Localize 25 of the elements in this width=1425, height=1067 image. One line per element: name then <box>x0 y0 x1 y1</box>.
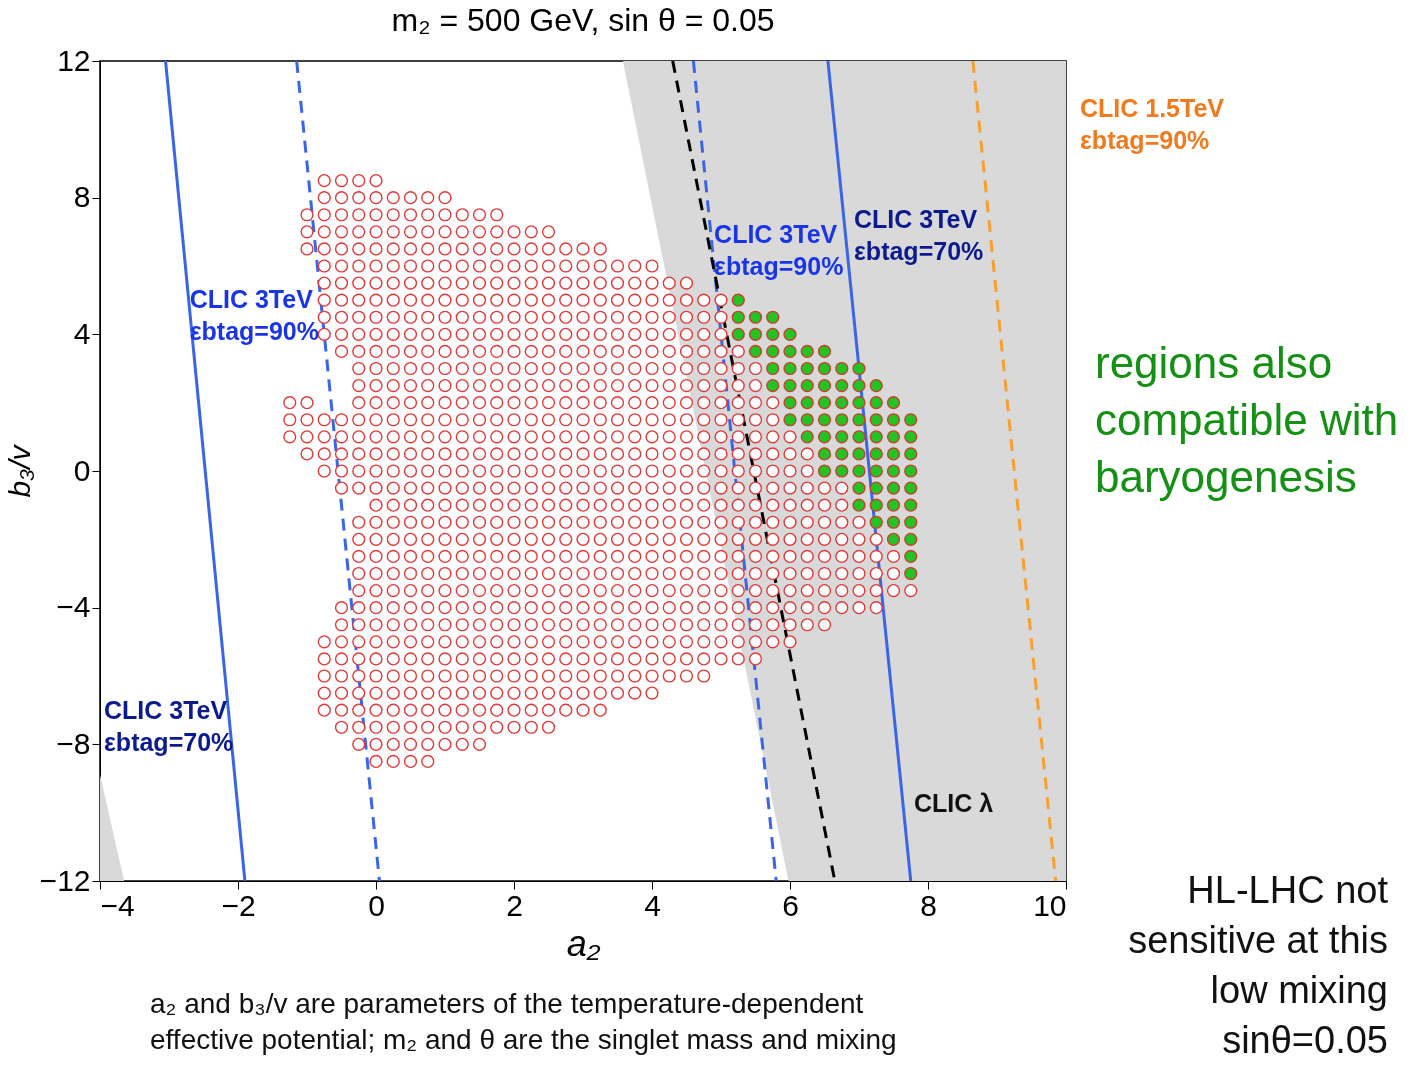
x-tick-label: 6 <box>782 888 799 922</box>
annotation: CLIC λ <box>914 789 994 817</box>
x-tick-label: 4 <box>644 888 661 922</box>
x-tick-label: −4 <box>100 888 135 922</box>
x-tick-label: 8 <box>920 888 937 922</box>
x-tick-label: 10 <box>1033 888 1067 922</box>
y-tick-label: 4 <box>73 316 91 350</box>
text: CLIC 1.5TeV εbtag=90% <box>1080 94 1225 154</box>
x-tick-label: 2 <box>506 888 523 922</box>
annotation: CLIC 3TeV εbtag=90% <box>714 220 844 281</box>
y-tick-label: −4 <box>56 590 91 624</box>
x-tick-label: −2 <box>221 888 256 922</box>
y-tick-label: 12 <box>57 43 91 77</box>
y-tick-label: 8 <box>73 180 91 214</box>
y-tick-label: 0 <box>73 453 91 487</box>
text: HL-LHC not sensitive at this low mixing sinθ=0.05 <box>1128 869 1389 1061</box>
text: regions also compatible with baryogenesis <box>1095 338 1399 501</box>
y-axis-title: b₃/v <box>2 443 36 498</box>
y-tick-label: −12 <box>39 863 91 897</box>
annotation: CLIC 3TeV εbtag=70% <box>854 205 984 265</box>
y-tick-label: −8 <box>56 726 91 760</box>
text: a₂ and b₃/v are parameters of the temperature-dependent effective potential; m₂ and θ are the singlet mass and mixing <box>150 988 897 1055</box>
x-axis-title: a₂ <box>566 922 601 964</box>
chart-title: m₂ = 500 GeV, sin θ = 0.05 <box>391 2 775 38</box>
x-tick-label: 0 <box>368 888 385 922</box>
